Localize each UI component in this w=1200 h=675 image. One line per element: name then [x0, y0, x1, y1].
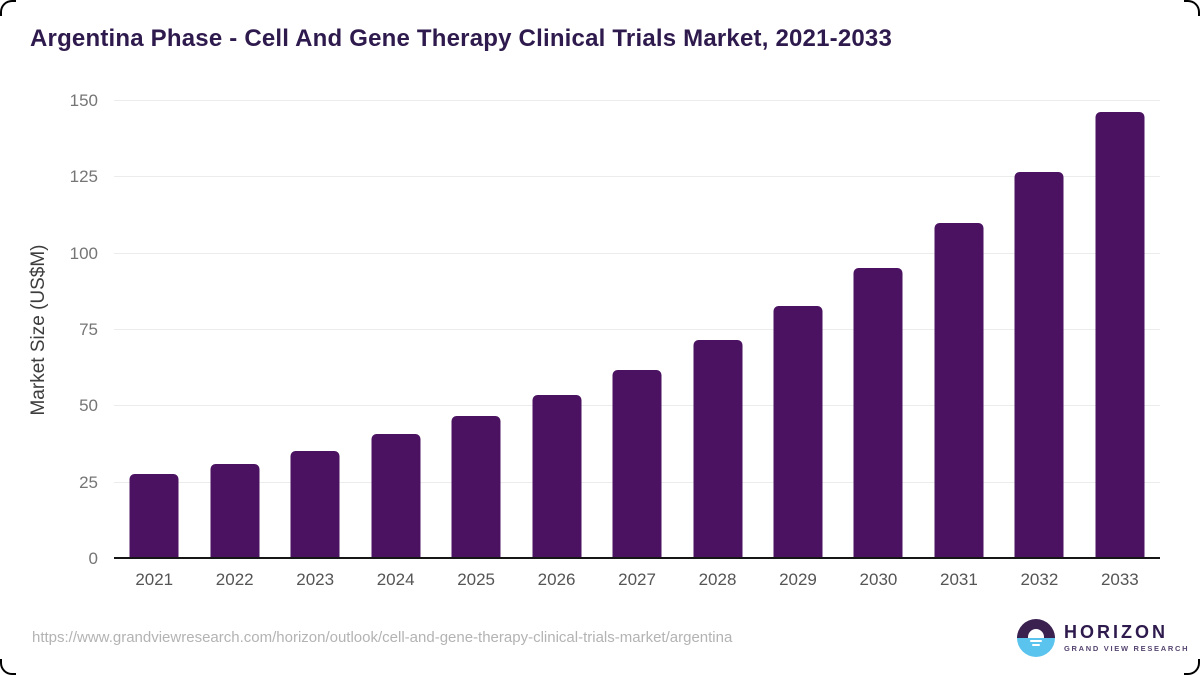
bar-slot-2025	[436, 101, 516, 559]
x-label-2030: 2030	[859, 570, 898, 589]
wave-icon	[1030, 640, 1042, 642]
wave-icon	[1032, 644, 1040, 646]
horizon-logo: HORIZON GRAND VIEW RESEARCH	[1017, 619, 1189, 657]
bar-2033	[1095, 111, 1145, 559]
chart-title: Argentina Phase - Cell And Gene Therapy …	[30, 25, 893, 52]
bar-2022	[210, 464, 260, 559]
bar-slot-2031	[919, 101, 999, 559]
bar-slot-2032	[999, 101, 1079, 559]
x-label-2024: 2024	[376, 570, 415, 589]
plot-area	[114, 100, 1160, 559]
x-axis-line	[114, 557, 1160, 559]
logo-subtitle: GRAND VIEW RESEARCH	[1064, 644, 1190, 653]
x-label-2021: 2021	[135, 570, 174, 589]
bar-slot-2029	[758, 101, 838, 559]
bar-series	[114, 101, 1160, 559]
corner-mark-top-right	[1184, 0, 1200, 16]
y-tick-label-75: 75	[79, 320, 98, 339]
bar-slot-2021	[114, 101, 194, 559]
bar-2028	[693, 340, 743, 559]
corner-mark-top-left	[0, 0, 16, 16]
source-url: https://www.grandviewresearch.com/horizo…	[32, 629, 733, 646]
bar-2030	[853, 268, 903, 559]
x-label-2031: 2031	[940, 570, 978, 589]
x-label-2033: 2033	[1100, 570, 1139, 589]
x-label-2028: 2028	[698, 570, 737, 589]
y-axis-ticks: 0 25 50 75 100 125 150	[0, 92, 98, 568]
y-tick-label-125: 125	[69, 167, 98, 187]
bar-slot-2030	[838, 101, 918, 559]
bar-2029	[773, 306, 823, 559]
x-label-2023: 2023	[296, 570, 335, 589]
x-label-2032: 2032	[1020, 570, 1059, 589]
x-label-2027: 2027	[618, 570, 656, 589]
gridline-75	[114, 329, 1160, 330]
bar-2021	[129, 474, 179, 559]
y-tick-label-0: 0	[88, 549, 98, 568]
corner-mark-bottom-left	[0, 659, 16, 675]
bar-2025	[451, 415, 501, 559]
bar-slot-2028	[677, 101, 757, 559]
horizon-logo-icon	[1017, 619, 1055, 657]
sun-icon	[1028, 629, 1044, 638]
gridline-125	[114, 176, 1160, 178]
bar-2023	[290, 450, 340, 559]
bar-2026	[532, 394, 582, 559]
horizon-logo-text: HORIZON GRAND VIEW RESEARCH	[1064, 623, 1189, 653]
gridline-150	[114, 100, 1160, 101]
bar-slot-2033	[1080, 101, 1160, 559]
x-label-2022: 2022	[215, 570, 254, 589]
y-tick-label-150: 150	[69, 91, 98, 110]
bar-slot-2022	[194, 101, 274, 559]
y-tick-label-25: 25	[79, 472, 98, 492]
gridline-100	[114, 252, 1160, 254]
x-axis-labels: 2021 2022 2023 2024 2025 2026 2027 2028 2029 2030…	[114, 570, 1160, 590]
bar-slot-2026	[516, 101, 596, 559]
x-label-2025: 2025	[457, 570, 496, 589]
bar-2031	[934, 223, 984, 559]
y-tick-label-100: 100	[69, 243, 98, 263]
bar-slot-2027	[597, 101, 677, 559]
y-tick-label-50: 50	[79, 396, 98, 416]
bar-2024	[371, 434, 421, 559]
x-label-2026: 2026	[537, 570, 576, 589]
bar-2032	[1014, 171, 1064, 559]
bar-slot-2023	[275, 101, 355, 559]
x-label-2029: 2029	[779, 570, 817, 589]
corner-mark-bottom-right	[1184, 659, 1200, 675]
bar-2027	[612, 370, 662, 559]
bar-slot-2024	[355, 101, 435, 559]
logo-title: HORIZON	[1064, 622, 1168, 642]
